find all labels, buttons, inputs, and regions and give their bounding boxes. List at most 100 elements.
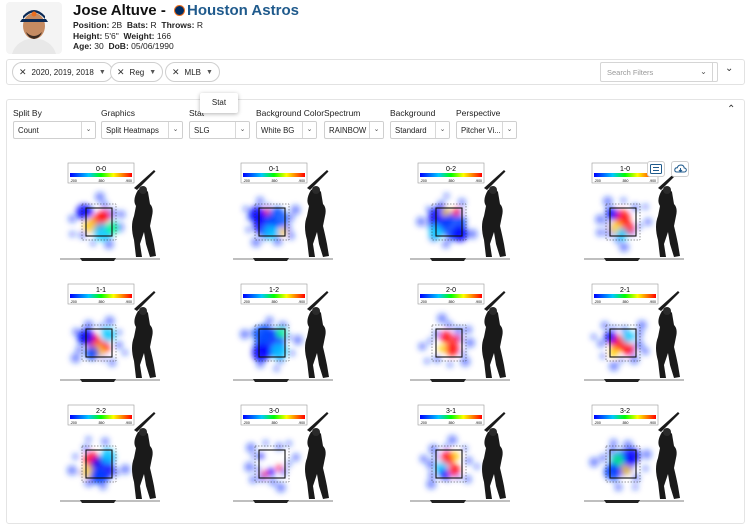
heatmap-cell[interactable]: 1-2 .200 .550 .900 <box>231 281 333 382</box>
heat-density <box>68 191 126 250</box>
search-dropdown-toggle[interactable]: ⌄ <box>695 62 713 82</box>
throws-value: R <box>196 20 203 30</box>
batter-silhouette <box>305 291 329 378</box>
color-scale-bar <box>420 415 482 419</box>
spectrum-select[interactable]: RAINBOW ⌄ <box>324 121 384 139</box>
strike-zone <box>258 328 286 358</box>
count-label: 3-2 <box>620 408 630 415</box>
cloud-download-icon <box>673 164 687 173</box>
strike-zone <box>85 207 113 237</box>
filter-chip-season-type[interactable]: ✕ Reg ▼ <box>110 62 164 82</box>
batter-helmet <box>139 186 147 194</box>
heat-density <box>70 316 128 367</box>
batter-silhouette <box>132 412 156 499</box>
heatmap-cell[interactable]: 2-2 .200 .550 .900 <box>58 402 160 503</box>
heatmap-cell[interactable]: 2-0 .200 .550 .900 <box>408 281 510 382</box>
batter-silhouette <box>482 412 506 499</box>
remove-filter-icon[interactable]: ✕ <box>117 66 125 77</box>
filter-bar-collapse[interactable]: ⌄ <box>725 63 733 74</box>
throws-label: Throws: <box>161 20 195 30</box>
list-view-button[interactable] <box>647 161 665 177</box>
count-label: 0-0 <box>96 166 106 173</box>
panel-collapse-button[interactable]: ⌃ <box>727 104 735 115</box>
heatmap-cell[interactable]: 3-2 .200 .550 .900 <box>582 402 684 503</box>
scale-tick-label: .900 <box>298 300 305 304</box>
search-placeholder: Search Filters <box>607 68 654 77</box>
shadow-zone <box>431 324 467 362</box>
shadow-zone <box>431 445 467 483</box>
heat-density <box>595 196 652 253</box>
background-label: Background <box>390 108 436 118</box>
home-plate <box>253 258 289 261</box>
search-filters-input[interactable]: Search Filters <box>600 62 718 82</box>
batter-silhouette <box>132 291 156 378</box>
graphics-select[interactable]: Split Heatmaps ⌄ <box>101 121 183 139</box>
count-label: 0-1 <box>269 166 279 173</box>
scale-tick-label: .900 <box>298 179 305 183</box>
heatmap-cell[interactable]: 0-1 .200 .550 .900 <box>231 160 333 261</box>
heatmap-svg: 0-1 .200 .550 .900 <box>233 162 333 261</box>
height-label: Height: <box>73 30 103 41</box>
home-plate <box>604 258 640 261</box>
heatmap-cell[interactable]: 1-1 .200 .550 .900 <box>58 281 160 382</box>
heat-density <box>419 435 480 490</box>
strike-zone <box>435 328 463 358</box>
home-plate <box>604 500 640 503</box>
shadow-zone <box>605 324 641 362</box>
split-by-value: Count <box>18 126 39 135</box>
download-button[interactable] <box>671 161 689 177</box>
stat-tooltip: Stat <box>200 93 238 113</box>
scale-tick-label: .550 <box>622 300 629 304</box>
scale-tick-label: .200 <box>420 179 427 183</box>
heatmap-cell[interactable]: 0-0 .200 .550 .900 <box>58 160 160 261</box>
scale-tick-label: .200 <box>243 421 250 425</box>
heat-density <box>589 438 652 492</box>
background-color-label: Background Color <box>256 108 325 118</box>
background-select[interactable]: Standard ⌄ <box>390 121 450 139</box>
home-plate <box>604 379 640 382</box>
scale-tick-label: .550 <box>448 300 455 304</box>
batter-helmet <box>139 307 147 315</box>
team-link[interactable]: Houston Astros <box>187 2 299 19</box>
heatmap-cell[interactable]: 1-0 .200 .550 .900 <box>582 160 684 261</box>
batter-helmet <box>663 186 671 194</box>
heatmap-cell[interactable]: 3-1 .200 .550 .900 <box>408 402 510 503</box>
heatmap-cell[interactable]: 3-0 .200 .550 .900 <box>231 402 333 503</box>
home-plate <box>80 379 116 382</box>
chevron-down-icon: ⌄ <box>235 122 249 138</box>
batter-helmet <box>663 428 671 436</box>
remove-filter-icon[interactable]: ✕ <box>172 66 180 77</box>
heat-density <box>244 439 300 493</box>
filter-chip-label: Reg <box>129 67 145 77</box>
heatmap-cell[interactable]: 0-2 .200 .550 .900 <box>408 160 510 261</box>
scale-tick-label: .550 <box>271 300 278 304</box>
batter-helmet <box>489 186 497 194</box>
graphics-value: Split Heatmaps <box>106 126 159 135</box>
filter-chip-league[interactable]: ✕ MLB ▼ <box>165 62 220 82</box>
batter-silhouette <box>132 170 156 257</box>
heat-density <box>590 320 650 372</box>
count-label: 2-0 <box>446 287 456 294</box>
strike-zone <box>85 449 113 479</box>
spectrum-control: Spectrum RAINBOW ⌄ <box>324 108 384 139</box>
count-label: 1-0 <box>620 166 630 173</box>
heatmap-svg: 2-1 .200 .550 .900 <box>584 283 684 382</box>
batter-silhouette <box>482 291 506 378</box>
count-label: 3-0 <box>269 408 279 415</box>
scale-tick-label: .900 <box>125 300 132 304</box>
filter-bar: ✕ 2020, 2019, 2018 ▼ ✕ Reg ▼ ✕ MLB ▼ Sea… <box>6 59 745 85</box>
stat-select[interactable]: SLG ⌄ <box>189 121 250 139</box>
filter-chip-label: MLB <box>184 67 201 77</box>
background-color-select[interactable]: White BG ⌄ <box>256 121 317 139</box>
shadow-zone <box>254 203 290 241</box>
split-by-select[interactable]: Count ⌄ <box>13 121 96 139</box>
heatmap-svg: 1-0 .200 .550 .900 <box>584 162 684 261</box>
batter-helmet <box>663 307 671 315</box>
filter-chip-seasons[interactable]: ✕ 2020, 2019, 2018 ▼ <box>12 62 113 82</box>
heatmap-cell[interactable]: 2-1 .200 .550 .900 <box>582 281 684 382</box>
perspective-select[interactable]: Pitcher Vi... ⌄ <box>456 121 517 139</box>
scale-tick-label: .200 <box>420 421 427 425</box>
remove-filter-icon[interactable]: ✕ <box>19 66 27 77</box>
shadow-zone <box>254 324 290 362</box>
home-plate <box>80 258 116 261</box>
